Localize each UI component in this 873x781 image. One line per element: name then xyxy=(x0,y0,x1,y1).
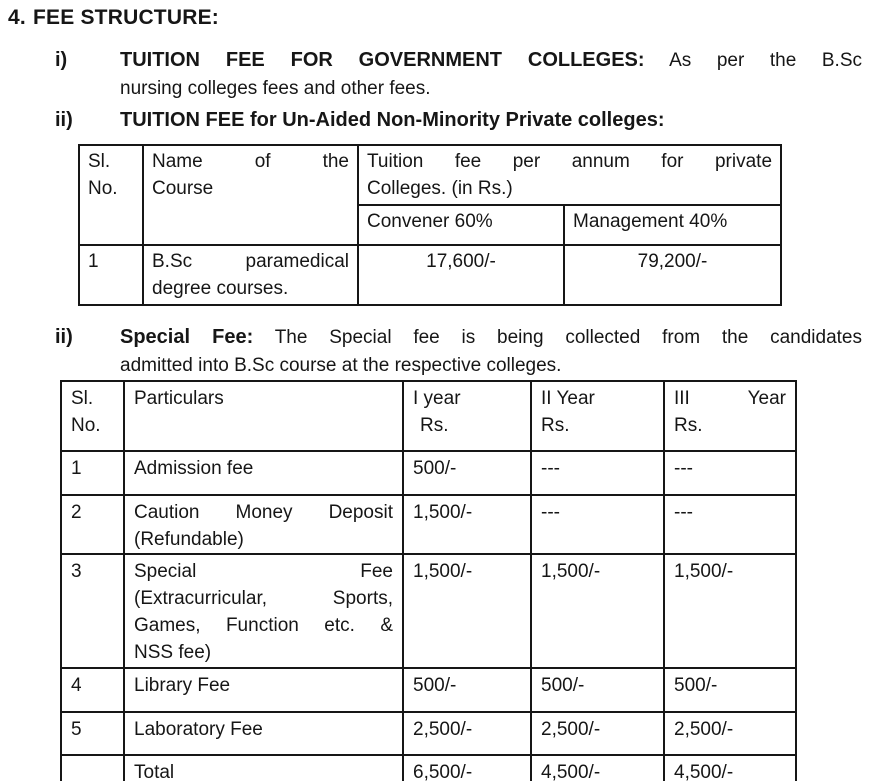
header-year-3: III Year Rs. xyxy=(663,380,797,452)
paragraph-line: admitted into B.Sc course at the respect… xyxy=(120,355,562,376)
table-row: 5 Laboratory Fee 2,500/- 2,500/- 2,500/- xyxy=(60,711,797,756)
cell-particulars: Admission fee xyxy=(123,450,404,496)
header-course-name: Name of the Course xyxy=(142,144,359,246)
cell-sl-no: 4 xyxy=(60,667,125,713)
cell-year-2-fee: 1,500/- xyxy=(530,553,665,669)
header-management: Management 40% xyxy=(562,204,783,246)
cell-year-2-fee: 500/- xyxy=(530,667,665,713)
cell-particulars: Library Fee xyxy=(123,667,404,713)
header-sl-no: Sl. No. xyxy=(78,144,144,246)
cell-year-2-fee: --- xyxy=(530,494,665,555)
table-row: 1 Admission fee 500/- --- --- xyxy=(60,450,797,496)
cell-year-2-fee: --- xyxy=(530,450,665,496)
cell-year-3-fee: 500/- xyxy=(663,667,797,713)
cell-sl-no: 1 xyxy=(60,450,125,496)
cell-management-fee: 79,200/- xyxy=(562,244,783,306)
list-item-tuition-private: ii) TUITION FEE for Un-Aided Non-Minorit… xyxy=(0,106,873,135)
item-label: TUITION FEE FOR GOVERNMENT COLLEGES: xyxy=(120,49,645,71)
special-fee-table: Sl. No. Particulars I year Rs. II Year R… xyxy=(60,380,797,781)
table-row: 3 Special Fee (Extracurricular, Sports, … xyxy=(60,553,797,669)
cell-year-3-fee: --- xyxy=(663,450,797,496)
cell-year-1-fee: 500/- xyxy=(402,450,532,496)
paragraph-text: The Special fee is being collected from … xyxy=(274,327,862,348)
item-content: TUITION FEE FOR GOVERNMENT COLLEGES: As … xyxy=(120,46,862,103)
cell-course: B.Sc paramedical degree courses. xyxy=(142,244,359,306)
header-year-1: I year Rs. xyxy=(402,380,532,452)
paragraph-line: TUITION FEE FOR GOVERNMENT COLLEGES: As … xyxy=(120,46,862,75)
tuition-fee-table: Sl. No. Name of the Course Tuition fee p… xyxy=(78,144,783,306)
paragraph-text: As per the B.Sc xyxy=(669,50,862,71)
cell-year-2-fee: 2,500/- xyxy=(530,711,665,756)
table-row: 2 Caution Money Deposit (Refundable) 1,5… xyxy=(60,494,797,555)
cell-year-3-fee: --- xyxy=(663,494,797,555)
cell-year-1-fee: 500/- xyxy=(402,667,532,713)
cell-year-3-fee: 1,500/- xyxy=(663,553,797,669)
cell-year-1-fee: 1,500/- xyxy=(402,553,532,669)
item-content: TUITION FEE for Un-Aided Non-Minority Pr… xyxy=(120,106,862,135)
item-content: Special Fee: The Special fee is being co… xyxy=(120,323,862,380)
header-sl-no: Sl. No. xyxy=(60,380,125,452)
header-convener: Convener 60% xyxy=(357,204,565,246)
section-number: 4. xyxy=(8,6,26,29)
list-item-tuition-government: i) TUITION FEE FOR GOVERNMENT COLLEGES: … xyxy=(0,46,873,103)
cell-particulars: Caution Money Deposit (Refundable) xyxy=(123,494,404,555)
header-particulars: Particulars xyxy=(123,380,404,452)
cell-sl-no xyxy=(60,754,125,781)
item-label: Special Fee: xyxy=(120,326,254,348)
cell-particulars: Laboratory Fee xyxy=(123,711,404,756)
section-title: FEE STRUCTURE: xyxy=(33,6,219,29)
paragraph-line: Special Fee: The Special fee is being co… xyxy=(120,323,862,352)
table-header-row: Sl. No. Name of the Course Tuition fee p… xyxy=(78,144,783,246)
item-marker: ii) xyxy=(55,326,73,348)
cell-convener-fee: 17,600/- xyxy=(357,244,565,306)
header-year-2: II Year Rs. xyxy=(530,380,665,452)
cell-sl-no: 1 xyxy=(78,244,144,306)
table-row: 4 Library Fee 500/- 500/- 500/- xyxy=(60,667,797,713)
section-heading: 4. FEE STRUCTURE: xyxy=(0,5,873,31)
item-marker: ii) xyxy=(55,109,73,131)
cell-sl-no: 3 xyxy=(60,553,125,669)
cell-year-3-fee: 2,500/- xyxy=(663,711,797,756)
table-row: 1 B.Sc paramedical degree courses. 17,60… xyxy=(78,244,783,306)
cell-year-1-fee: 2,500/- xyxy=(402,711,532,756)
table-row-total: Total 6,500/- 4,500/- 4,500/- xyxy=(60,754,797,781)
cell-particulars: Special Fee (Extracurricular, Sports, Ga… xyxy=(123,553,404,669)
cell-particulars: Total xyxy=(123,754,404,781)
cell-year-1-fee: 1,500/- xyxy=(402,494,532,555)
cell-year-3-total: 4,500/- xyxy=(663,754,797,781)
cell-sl-no: 2 xyxy=(60,494,125,555)
paragraph-line: nursing colleges fees and other fees. xyxy=(120,78,431,99)
cell-sl-no: 5 xyxy=(60,711,125,756)
cell-year-1-total: 6,500/- xyxy=(402,754,532,781)
header-tuition-group: Tuition fee per annum for private Colleg… xyxy=(356,144,783,206)
table-header-row: Sl. No. Particulars I year Rs. II Year R… xyxy=(60,380,797,452)
list-item-special-fee: ii) Special Fee: The Special fee is bein… xyxy=(0,323,873,380)
table-subheader-row: Convener 60% Management 40% xyxy=(79,204,783,246)
item-label: TUITION FEE for Un-Aided Non-Minority Pr… xyxy=(120,109,665,131)
cell-year-2-total: 4,500/- xyxy=(530,754,665,781)
item-marker: i) xyxy=(55,49,68,71)
